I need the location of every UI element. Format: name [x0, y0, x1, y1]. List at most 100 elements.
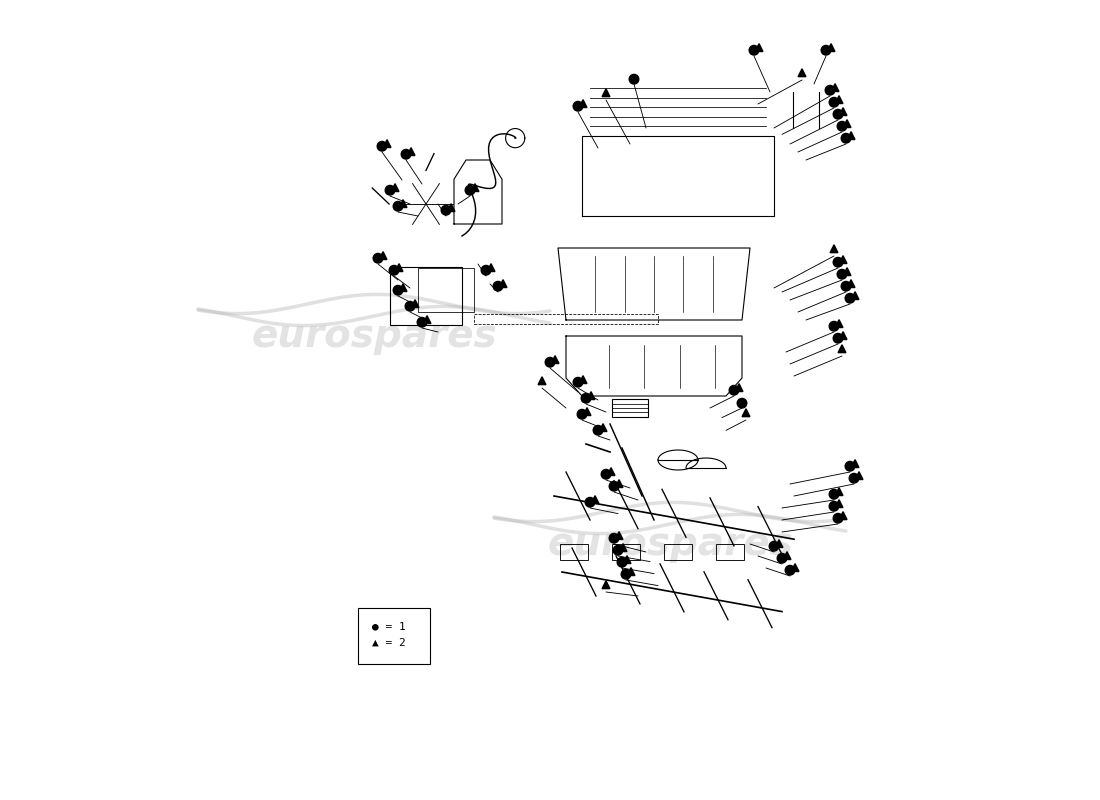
- Polygon shape: [627, 568, 635, 575]
- Circle shape: [833, 514, 843, 523]
- Circle shape: [829, 502, 839, 511]
- Polygon shape: [615, 532, 623, 539]
- Circle shape: [785, 566, 795, 575]
- Polygon shape: [579, 376, 587, 383]
- Polygon shape: [411, 300, 419, 307]
- Polygon shape: [392, 184, 399, 191]
- Polygon shape: [783, 552, 791, 559]
- Polygon shape: [579, 100, 587, 107]
- Circle shape: [393, 286, 403, 295]
- Circle shape: [602, 470, 610, 479]
- Circle shape: [829, 322, 839, 331]
- Circle shape: [825, 86, 835, 95]
- Polygon shape: [851, 292, 859, 299]
- Text: ▲ = 2: ▲ = 2: [372, 638, 405, 647]
- Polygon shape: [471, 184, 478, 191]
- Circle shape: [493, 282, 503, 291]
- Polygon shape: [835, 320, 843, 327]
- Circle shape: [822, 46, 830, 55]
- Polygon shape: [776, 540, 783, 547]
- Circle shape: [373, 254, 383, 263]
- Polygon shape: [551, 356, 559, 363]
- Polygon shape: [615, 480, 623, 487]
- Circle shape: [849, 474, 859, 483]
- Polygon shape: [735, 384, 743, 391]
- Polygon shape: [835, 488, 843, 495]
- Circle shape: [441, 206, 451, 215]
- Polygon shape: [399, 284, 407, 291]
- Circle shape: [842, 282, 850, 291]
- Polygon shape: [538, 377, 546, 385]
- Polygon shape: [383, 140, 390, 147]
- Polygon shape: [839, 332, 847, 339]
- Circle shape: [833, 110, 843, 119]
- Polygon shape: [855, 472, 864, 479]
- Circle shape: [377, 142, 387, 151]
- Polygon shape: [619, 544, 627, 551]
- Circle shape: [417, 318, 427, 327]
- Polygon shape: [499, 280, 507, 287]
- Circle shape: [573, 102, 583, 111]
- Circle shape: [609, 534, 619, 543]
- Circle shape: [609, 482, 619, 491]
- Circle shape: [837, 122, 847, 131]
- Polygon shape: [835, 96, 843, 103]
- Circle shape: [829, 98, 839, 107]
- Polygon shape: [399, 200, 407, 207]
- Polygon shape: [755, 44, 763, 51]
- Circle shape: [402, 150, 410, 159]
- Polygon shape: [623, 556, 631, 563]
- Polygon shape: [742, 409, 750, 417]
- Polygon shape: [839, 512, 847, 519]
- Circle shape: [617, 558, 627, 567]
- Circle shape: [465, 186, 475, 195]
- Circle shape: [749, 46, 759, 55]
- Circle shape: [629, 74, 639, 84]
- Circle shape: [393, 202, 403, 211]
- Polygon shape: [832, 84, 839, 91]
- Polygon shape: [847, 132, 855, 139]
- Circle shape: [737, 398, 747, 408]
- Polygon shape: [838, 345, 846, 353]
- Circle shape: [593, 426, 603, 435]
- Polygon shape: [839, 108, 847, 115]
- Polygon shape: [602, 581, 609, 589]
- Polygon shape: [395, 264, 403, 271]
- Circle shape: [481, 266, 491, 275]
- Circle shape: [837, 270, 847, 279]
- Polygon shape: [607, 468, 615, 475]
- Circle shape: [546, 358, 554, 367]
- Polygon shape: [600, 424, 607, 431]
- Polygon shape: [851, 460, 859, 467]
- Polygon shape: [407, 148, 415, 155]
- Text: ● = 1: ● = 1: [372, 622, 405, 631]
- Circle shape: [833, 258, 843, 267]
- Circle shape: [385, 186, 395, 195]
- Circle shape: [573, 378, 583, 387]
- Circle shape: [845, 294, 855, 303]
- Text: eurospares: eurospares: [547, 525, 793, 563]
- Circle shape: [833, 334, 843, 343]
- Circle shape: [845, 462, 855, 471]
- Polygon shape: [843, 120, 851, 127]
- FancyBboxPatch shape: [358, 608, 430, 664]
- Polygon shape: [791, 564, 799, 571]
- Circle shape: [578, 410, 586, 419]
- Circle shape: [581, 394, 591, 403]
- Circle shape: [585, 498, 595, 507]
- Circle shape: [613, 546, 623, 555]
- Polygon shape: [799, 69, 806, 77]
- Polygon shape: [602, 89, 609, 97]
- Circle shape: [842, 134, 850, 143]
- Polygon shape: [487, 264, 495, 271]
- Polygon shape: [847, 280, 855, 287]
- Circle shape: [769, 542, 779, 551]
- Polygon shape: [827, 44, 835, 51]
- Polygon shape: [835, 500, 843, 507]
- Polygon shape: [587, 392, 595, 399]
- Polygon shape: [591, 496, 600, 503]
- Polygon shape: [583, 408, 591, 415]
- Polygon shape: [839, 256, 847, 263]
- Circle shape: [405, 302, 415, 311]
- Circle shape: [729, 386, 739, 395]
